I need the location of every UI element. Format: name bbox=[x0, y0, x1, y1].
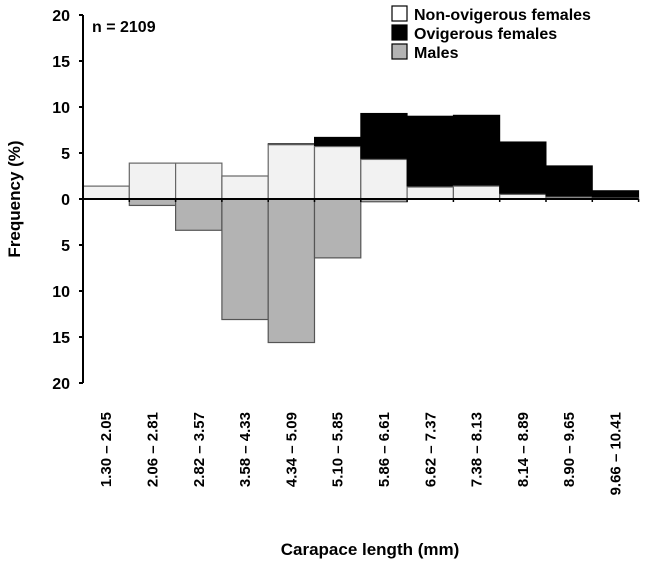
bar-ovigerous-females bbox=[499, 141, 547, 195]
x-tick-label: 6.62 – 7.37 bbox=[422, 412, 439, 487]
bar-non-ovigerous-females bbox=[82, 185, 130, 200]
x-tick-label: 7.38 – 8.13 bbox=[469, 412, 486, 487]
legend-swatch bbox=[391, 43, 408, 60]
x-tick-label: 5.86 – 6.61 bbox=[376, 412, 393, 487]
bar-non-ovigerous-females bbox=[128, 162, 177, 200]
y-tick-label: 20 bbox=[52, 8, 70, 25]
bar-ovigerous-females bbox=[452, 114, 501, 187]
x-tick-label: 2.06 – 2.81 bbox=[144, 412, 161, 487]
legend-label: Ovigerous females bbox=[414, 26, 557, 43]
bar-non-ovigerous-females bbox=[406, 186, 455, 200]
bar-ovigerous-females bbox=[314, 136, 362, 148]
bar-non-ovigerous-females bbox=[313, 145, 362, 200]
bar-ovigerous-females bbox=[591, 190, 640, 199]
sample-size-annotation: n = 2109 bbox=[92, 19, 156, 36]
x-tick-label: 3.58 – 4.33 bbox=[237, 412, 254, 487]
legend-swatch bbox=[391, 5, 408, 22]
legend-label: Males bbox=[414, 45, 459, 62]
bar-males bbox=[313, 198, 362, 259]
x-tick-label: 5.10 – 5.85 bbox=[330, 412, 347, 487]
y-tick-label: 5 bbox=[61, 146, 70, 163]
bar-ovigerous-females bbox=[360, 112, 408, 160]
bar-males bbox=[221, 198, 269, 321]
y-axis-label: Frequency (%) bbox=[5, 140, 24, 257]
bar-males bbox=[175, 198, 223, 231]
bar-non-ovigerous-females bbox=[221, 175, 269, 200]
y-tick-label: 0 bbox=[61, 192, 70, 209]
bar-non-ovigerous-females bbox=[360, 158, 408, 200]
y-tick-label: 15 bbox=[52, 330, 70, 347]
x-tick-label: 9.66 – 10.41 bbox=[607, 412, 624, 495]
x-tick-label: 4.34 – 5.09 bbox=[283, 412, 300, 487]
bar-ovigerous-females bbox=[406, 115, 454, 188]
bar-ovigerous-females bbox=[545, 165, 593, 198]
bar-non-ovigerous-females bbox=[175, 162, 223, 200]
bar-males bbox=[267, 198, 316, 344]
legend-label: Non-ovigerous females bbox=[414, 7, 591, 24]
bar-non-ovigerous-females bbox=[267, 144, 316, 200]
x-tick-label: 1.30 – 2.05 bbox=[98, 412, 115, 487]
y-tick-label: 15 bbox=[52, 54, 70, 71]
x-tick-label: 8.14 – 8.89 bbox=[515, 412, 532, 487]
x-tick-label: 8.90 – 9.65 bbox=[561, 412, 578, 487]
bar-non-ovigerous-females bbox=[452, 185, 501, 200]
y-tick-label: 5 bbox=[61, 238, 70, 255]
y-tick-label: 10 bbox=[52, 100, 70, 117]
y-tick-label: 20 bbox=[52, 376, 70, 393]
legend-swatch bbox=[391, 24, 408, 41]
y-tick-label: 10 bbox=[52, 284, 70, 301]
x-tick-label: 2.82 – 3.57 bbox=[191, 412, 208, 487]
x-axis-label: Carapace length (mm) bbox=[281, 540, 460, 559]
